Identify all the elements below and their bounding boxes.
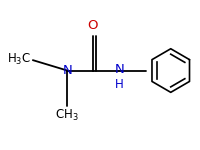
Text: CH$_3$: CH$_3$ — [55, 108, 79, 123]
Text: N: N — [115, 63, 124, 76]
Text: H$_3$C: H$_3$C — [7, 52, 31, 67]
Text: N: N — [62, 64, 72, 77]
Text: O: O — [88, 19, 98, 32]
Text: H: H — [115, 78, 124, 92]
